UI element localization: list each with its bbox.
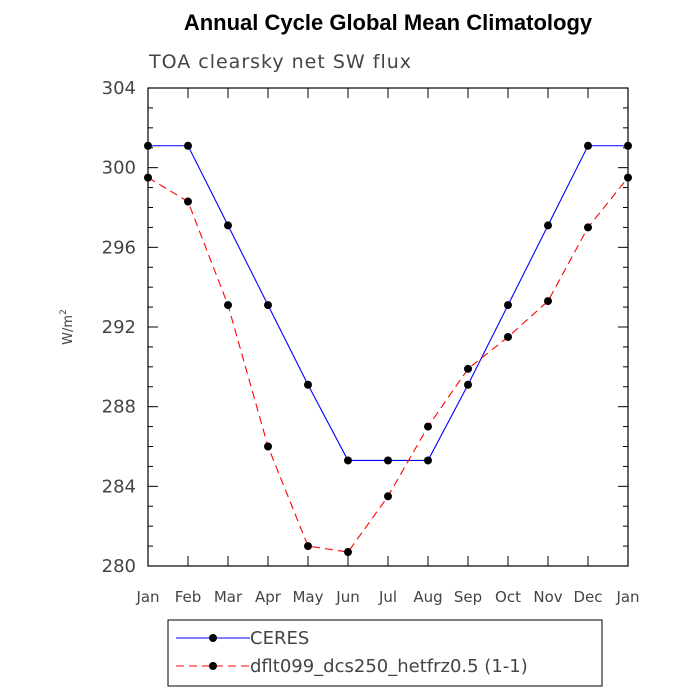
x-tick-label: Dec: [573, 588, 602, 606]
legend-label: dflt099_dcs250_hetfrz0.5 (1-1): [250, 656, 528, 677]
data-point: [624, 141, 632, 150]
data-point: [624, 173, 632, 182]
data-point: [584, 223, 592, 232]
chart-subtitle: TOA clearsky net SW flux: [148, 51, 412, 73]
y-tick-label: 288: [102, 397, 136, 418]
data-point: [264, 301, 272, 310]
y-tick-label: 292: [102, 317, 136, 338]
data-point: [224, 221, 232, 230]
data-point: [424, 456, 432, 465]
data-point: [224, 301, 232, 310]
x-tick-label: Jan: [135, 588, 159, 606]
data-point: [184, 141, 192, 150]
legend-marker: [209, 662, 217, 670]
data-point: [144, 141, 152, 150]
y-axis-label: W/m2: [59, 309, 76, 345]
x-tick-label: Sep: [454, 588, 482, 606]
data-point: [144, 173, 152, 182]
data-point: [384, 456, 392, 465]
data-point: [424, 422, 432, 431]
data-point: [504, 301, 512, 310]
data-point: [264, 442, 272, 451]
x-tick-label: May: [292, 588, 323, 606]
data-point: [504, 332, 512, 341]
data-point: [544, 221, 552, 230]
data-point: [544, 297, 552, 306]
x-tick-label: Mar: [214, 588, 243, 606]
data-point: [344, 548, 352, 557]
chart-title: Annual Cycle Global Mean Climatology: [184, 10, 593, 35]
data-point: [384, 492, 392, 501]
data-point: [304, 380, 312, 389]
data-point: [344, 456, 352, 465]
y-tick-label: 296: [102, 237, 136, 258]
x-tick-label: Aug: [413, 588, 442, 606]
data-point: [464, 364, 472, 373]
x-tick-label: Jun: [335, 588, 359, 606]
legend: CERES dflt099_dcs250_hetfrz0.5 (1-1): [167, 619, 603, 687]
x-tick-label: Nov: [533, 588, 562, 606]
data-point: [184, 197, 192, 206]
x-tick-label: Feb: [175, 588, 202, 606]
legend-box: [167, 619, 603, 687]
series-line: [148, 145, 628, 461]
x-tick-label: Apr: [255, 588, 282, 606]
legend-label: CERES: [250, 628, 309, 649]
y-tick-label: 300: [102, 158, 136, 179]
data-point: [304, 542, 312, 551]
x-tick-label: Jan: [615, 588, 639, 606]
plot-area: 280 284 288 292 296 300 304 Jan Feb Mar Apr May Jun J…: [102, 78, 640, 606]
y-axis-label-base: W/m: [61, 315, 76, 345]
data-point: [584, 141, 592, 150]
data-point: [464, 380, 472, 389]
x-tick-label: Oct: [495, 588, 521, 606]
y-tick-label: 284: [102, 476, 136, 497]
y-axis-label-sup: 2: [59, 309, 69, 315]
legend-marker: [209, 634, 217, 642]
x-tick-label: Jul: [378, 588, 397, 606]
y-tick-label: 280: [102, 556, 136, 577]
y-tick-label: 304: [102, 78, 136, 99]
